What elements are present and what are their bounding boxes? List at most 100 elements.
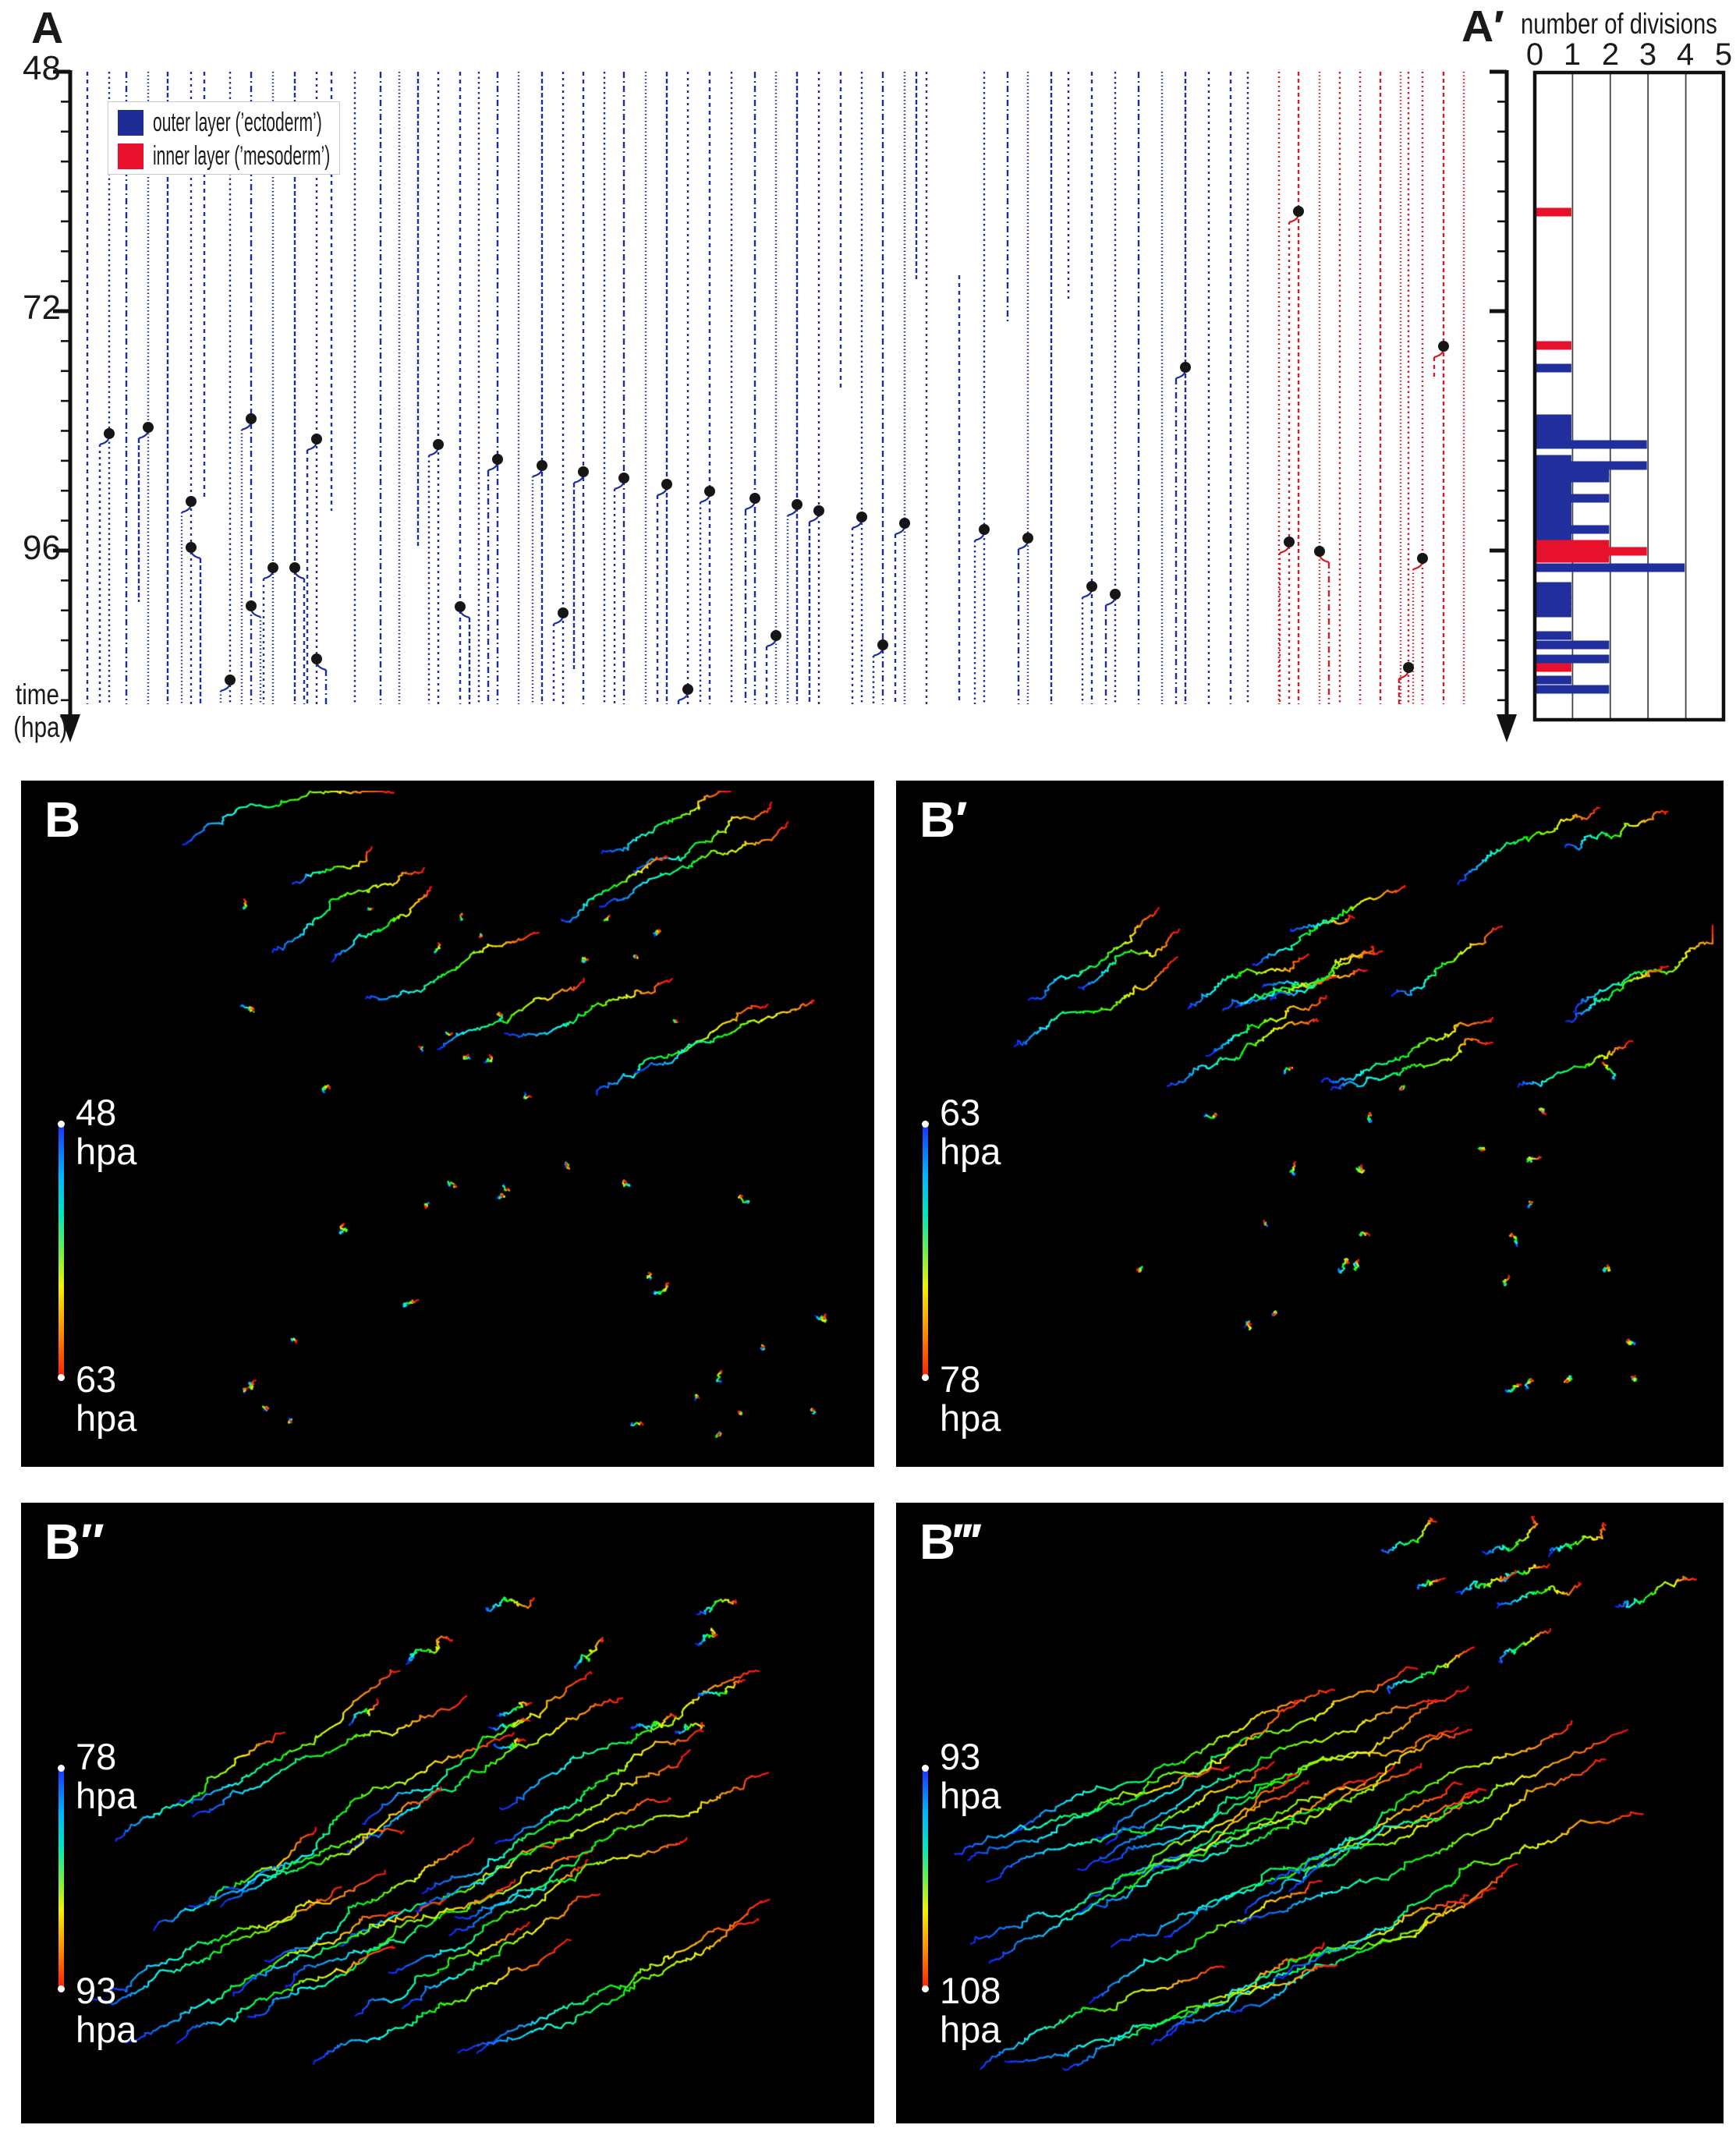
colorbar-start-dot <box>58 1121 65 1128</box>
division-dot <box>143 422 154 433</box>
division-bar-outer <box>1536 563 1685 572</box>
division-dot <box>1314 546 1325 557</box>
division-bar-outer <box>1536 434 1571 444</box>
division-dot <box>1086 581 1097 592</box>
divisions-tick-3: 3 <box>1639 37 1657 72</box>
panel-b-triple-prime-label: B‴ <box>919 1514 980 1570</box>
division-dot <box>899 518 910 529</box>
panel-b-double-prime-label: B″ <box>44 1514 105 1570</box>
colorbar-bottom-label: 108 hpa <box>940 1970 1001 2050</box>
colorbar-start-dot <box>922 1121 929 1128</box>
division-dot <box>186 542 197 553</box>
division-bar-outer <box>1536 363 1571 373</box>
division-bar-outer <box>1536 473 1610 483</box>
legend-item-label: outer layer (’ectoderm’) <box>153 108 322 137</box>
outer-layer-swatch <box>118 109 143 136</box>
division-dot <box>267 562 278 573</box>
division-dot <box>1293 206 1304 217</box>
panel-b: B 48 hpa 63 hpa <box>21 781 874 1467</box>
panel-b-triple-prime: B‴ 93 hpa 108 hpa <box>896 1503 1724 2123</box>
division-dot <box>311 434 322 444</box>
time-axis-arrow <box>60 714 80 742</box>
division-dot <box>813 505 824 516</box>
divisions-chart-frame <box>1532 70 1726 722</box>
time-axis-unit: (hpa) <box>13 711 68 743</box>
division-dot <box>877 639 888 650</box>
division-dot <box>289 562 300 573</box>
legend-item-label: inner layer (’mesoderm’) <box>153 141 331 171</box>
divisions-tick-2: 2 <box>1601 37 1620 72</box>
division-dot <box>704 486 715 497</box>
division-bar-outer <box>1536 414 1571 423</box>
colorbar-start-dot <box>922 1765 929 1772</box>
division-bar-inner <box>1536 341 1571 350</box>
division-dot <box>1180 362 1191 373</box>
division-bar-inner <box>1536 663 1571 672</box>
division-bar-outer <box>1536 455 1571 464</box>
division-bar-outer <box>1536 602 1571 611</box>
division-dot <box>225 675 236 685</box>
division-dot <box>771 630 781 641</box>
time-tick-label-96: 96 <box>23 529 61 567</box>
colorbar-end-dot <box>922 1374 929 1381</box>
division-bar-outer <box>1536 675 1571 685</box>
division-dot <box>1403 662 1414 673</box>
panel-a-label: A <box>31 3 64 53</box>
colorbar-top-label: 63 hpa <box>940 1092 1001 1172</box>
division-bar-outer <box>1536 494 1610 503</box>
colorbar-top-label: 48 hpa <box>76 1092 137 1172</box>
division-dot <box>1438 341 1449 352</box>
division-bar-outer <box>1536 582 1571 591</box>
division-dot <box>792 499 802 510</box>
colorbar-top-label: 93 hpa <box>940 1736 1001 1816</box>
colorbar-end-dot <box>922 1985 929 1992</box>
division-dot <box>1284 537 1295 547</box>
division-dot <box>537 460 547 471</box>
divisions-tick-0: 0 <box>1525 37 1544 72</box>
trajectories-canvas-b <box>21 781 874 1467</box>
division-dot <box>433 439 444 450</box>
division-dot <box>246 600 257 611</box>
division-dot <box>246 413 257 424</box>
divisions-tick-5: 5 <box>1714 37 1733 72</box>
division-bar-outer <box>1536 480 1571 489</box>
division-bar-outer <box>1536 429 1571 438</box>
division-bar-outer <box>1536 685 1610 694</box>
divisions-chart-title: number of divisions <box>1521 8 1717 40</box>
inner-layer-swatch <box>118 143 143 169</box>
colorbar-bottom-label: 63 hpa <box>76 1358 137 1439</box>
division-dot <box>1022 533 1033 544</box>
division-bar-outer <box>1536 654 1610 664</box>
divisions-tick-4: 4 <box>1676 37 1695 72</box>
panel-b-double-prime: B″ 78 hpa 93 hpa <box>21 1503 874 2123</box>
time-colorbar <box>922 1121 929 1381</box>
division-bar-outer <box>1536 525 1610 534</box>
division-dot <box>186 496 197 507</box>
trajectories-canvas-b-prime <box>896 781 1724 1467</box>
division-dot <box>661 479 672 490</box>
time-tick-label-48: 48 <box>23 49 61 87</box>
division-bar-outer <box>1536 500 1571 509</box>
time-colorbar <box>58 1121 65 1381</box>
trajectories-canvas-b-triple-prime <box>896 1503 1724 2123</box>
legend-item-outer-layer: outer layer (’ectoderm’) <box>118 109 426 136</box>
division-bar-outer <box>1536 461 1647 470</box>
division-bar-outer <box>1536 423 1571 432</box>
layer-legend: outer layer (’ectoderm’) inner layer (’m… <box>108 101 340 175</box>
time-axis-arrow <box>1497 714 1517 742</box>
division-dot <box>856 512 867 522</box>
colorbar-bottom-label: 93 hpa <box>76 1970 137 2050</box>
panel-b-label: B <box>44 792 81 848</box>
division-dot <box>492 454 503 465</box>
division-dot <box>558 607 569 618</box>
divisions-tick-1: 1 <box>1563 37 1582 72</box>
division-dot <box>749 493 760 504</box>
time-colorbar <box>58 1765 65 1992</box>
division-bar-outer <box>1536 467 1610 476</box>
division-bar-outer <box>1536 487 1571 496</box>
division-dot <box>979 524 990 535</box>
legend-item-inner-layer: inner layer (’mesoderm’) <box>118 143 439 169</box>
division-dot <box>578 466 589 477</box>
division-bar-outer <box>1536 590 1571 599</box>
